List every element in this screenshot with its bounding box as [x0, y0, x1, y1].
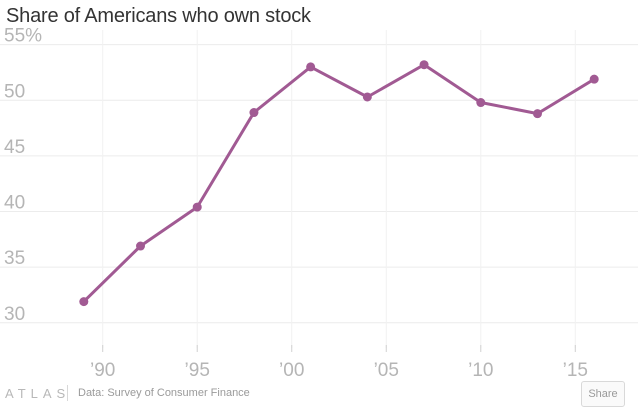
gridlines: [0, 30, 638, 348]
y-tick-label: 35: [4, 248, 25, 269]
y-tick-label: 40: [4, 193, 25, 214]
data-point-2016[interactable]: [589, 74, 599, 84]
data-source: Data: Survey of Consumer Finance: [78, 387, 250, 399]
series-line: [82, 63, 596, 304]
data-point-2010[interactable]: [476, 98, 486, 108]
data-point-1998[interactable]: [249, 108, 259, 118]
data-points: [79, 60, 599, 307]
footer-divider: [67, 385, 68, 401]
y-tick-label: 30: [4, 304, 25, 325]
data-point-1992[interactable]: [136, 241, 146, 251]
x-tick-label: ’00: [279, 360, 304, 378]
data-point-2001[interactable]: [306, 62, 316, 72]
line-chart: 30 35 40 45 50 55% ’90 ’95 ’00 ’05 ’10 ’15: [0, 26, 638, 378]
y-tick-label: 55%: [4, 26, 42, 47]
data-point-1989[interactable]: [79, 297, 89, 307]
y-axis-labels: 30 35 40 45 50 55%: [4, 26, 42, 325]
y-tick-label: 50: [4, 81, 25, 102]
data-point-2013[interactable]: [532, 109, 542, 119]
x-axis-ticks: [102, 345, 576, 352]
data-point-2007[interactable]: [419, 60, 429, 70]
chart-title: Share of Americans who own stock: [6, 5, 311, 27]
share-button[interactable]: Share: [581, 381, 625, 407]
x-tick-label: ’05: [374, 360, 399, 378]
x-tick-label: ’15: [563, 360, 588, 378]
data-point-2004[interactable]: [362, 92, 372, 102]
x-axis-labels: ’90 ’95 ’00 ’05 ’10 ’15: [90, 360, 588, 378]
x-tick-label: ’10: [468, 360, 493, 378]
atlas-logo[interactable]: ATLAS: [5, 386, 71, 401]
data-point-1995[interactable]: [192, 202, 202, 212]
x-tick-label: ’95: [185, 360, 210, 378]
y-tick-label: 45: [4, 137, 25, 158]
footer: ATLAS Data: Survey of Consumer Finance S…: [0, 378, 638, 410]
x-tick-label: ’90: [90, 360, 115, 378]
